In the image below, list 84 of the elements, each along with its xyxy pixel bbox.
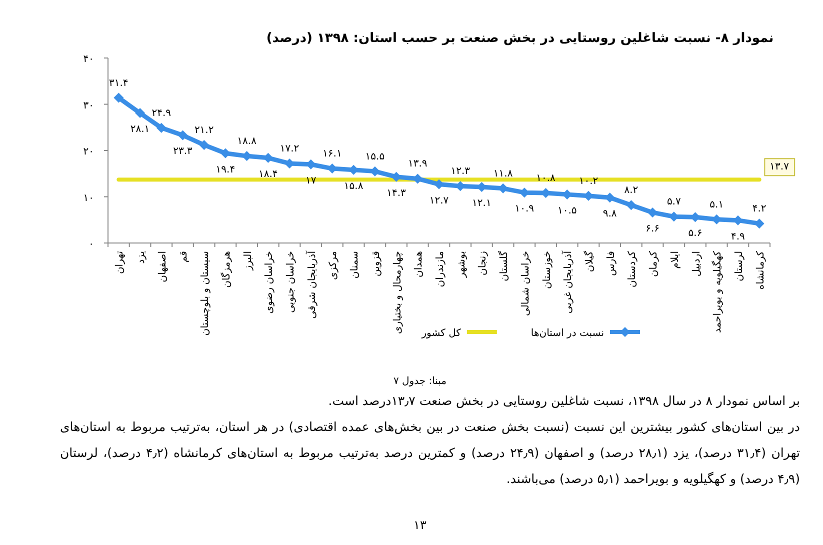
y-tick-label: ۱۰: [83, 192, 94, 204]
x-tick-label: تهران: [114, 250, 126, 274]
data-label: ۱۰.۵: [557, 205, 577, 216]
y-tick-label: ۴۰: [83, 54, 94, 65]
x-tick-label: همدان: [414, 251, 425, 278]
data-label: ۱۱.۸: [493, 168, 514, 180]
x-tick-label: کهگیلویه و بویراحمد: [712, 250, 724, 333]
data-label: ۶.۶: [646, 223, 660, 234]
y-tick-label: ۳۰: [83, 100, 94, 112]
data-label: ۱۶.۱: [322, 148, 342, 160]
data-label: ۱۲.۷: [429, 195, 450, 206]
x-tick-label: فارس: [606, 250, 617, 276]
data-label: ۹.۸: [602, 208, 618, 220]
data-label: ۱۹.۴: [216, 164, 236, 176]
point: [156, 122, 166, 133]
data-label: ۴.۲: [752, 204, 766, 215]
x-tick-label: بوشهر: [456, 251, 468, 278]
x-tick-label: کرمان: [648, 250, 660, 278]
data-label: ۲۱.۲: [194, 124, 214, 136]
data-label: ۴.۹: [731, 231, 745, 242]
data-label: ۳۱.۴: [109, 78, 128, 89]
x-tick-label: ایلام: [670, 251, 681, 269]
data-label: ۲۴.۹: [152, 108, 172, 119]
x-tick-label: اردبیل: [691, 251, 702, 276]
point: [114, 92, 124, 103]
data-label: ۱۲.۳: [450, 166, 471, 178]
text: مبنا: جدول ۷: [393, 376, 447, 387]
x-tick-label: چهارمحال و بختیاری: [392, 251, 404, 334]
x-tick-label: سیستان و بلوچستان: [200, 251, 212, 336]
point: [135, 108, 146, 118]
x-tick-label: مرکزی: [328, 251, 340, 280]
point: [498, 183, 508, 194]
data-label: ۱۲.۱: [472, 198, 492, 210]
x-tick-label: خراسان جنوبی: [286, 251, 297, 313]
legend-label: نسبت در استان‌ها: [530, 328, 604, 339]
annotation: ۱۳.۷: [764, 158, 796, 176]
x-tick-label: خراسان شمالی: [520, 251, 532, 316]
x-tick-label: آذربایجان شرقی: [304, 250, 318, 319]
data-label: ۱۸.۸: [237, 136, 258, 148]
data-label: ۵.۱: [710, 199, 724, 210]
legend-label: کل کشور: [420, 328, 462, 339]
point: [199, 140, 210, 150]
x-tick-label: گیلان: [583, 250, 596, 272]
x-tick-label: لرستان: [734, 251, 745, 282]
x-tick-label: یزد: [136, 250, 148, 264]
point: [263, 152, 274, 163]
text: در بین استان‌های کشور بیشترین این نسبت (نسبت بخش صنعت در بین بخش‌های عمده اقتصادی) در هر استان، به‌ترتیب مربوط به استان‌های تهران (۳۱٫۴ درصد)، یزد (۲۸٫۱ درصد) و اصفهان (۲۴٫۹ درصد) و کمترین درصد به‌ترتیب مربوط به استان‌های کرمانشاه (۴٫۲ درصد)، لرستان (۴٫۹ درصد) و کهگیلویه و بویراحمد (۵٫۱ درصد) می‌باشند.: [60, 418, 800, 488]
data-label: ۱۵.۸: [344, 180, 364, 192]
y-tick-label: ۲۰: [83, 146, 94, 158]
x-tick-label: البرز: [242, 251, 254, 272]
x-tick-label: سمنان: [350, 251, 361, 279]
x-tick-label: کردستان: [627, 250, 638, 288]
x-tick-label: آذربایجان غربی: [561, 250, 574, 314]
text: بر اساس نمودار ۸ در سال ۱۳۹۸، نسبت شاغلین روستایی در بخش صنعت ۱۳٫۷درصد است.: [327, 392, 800, 410]
x-tick-label: خوزستان: [542, 251, 553, 289]
data-label: ۱۳.۹: [408, 158, 428, 170]
x-tick-label: قزوین: [370, 250, 382, 277]
x-tick-label: اصفهان: [157, 251, 168, 282]
data-label: ۸.۲: [624, 185, 638, 196]
annotation: ۱۳.۷: [770, 162, 790, 173]
text: ۱۳: [412, 517, 428, 534]
data-label: ۱۷.۲: [280, 143, 300, 154]
x-tick-label: زنجان: [478, 250, 489, 276]
data-label: ۱۴.۳: [386, 188, 407, 199]
data-label: ۲۸.۱: [130, 124, 150, 136]
data-label: ۵.۶: [688, 228, 702, 240]
x-tick-label: قم: [178, 250, 190, 262]
x-tick-label: خراسان رضوی: [264, 251, 276, 314]
x-tick-label: گلستان: [498, 250, 510, 282]
point: [626, 200, 636, 210]
point: [178, 130, 188, 140]
data-label: ۵.۷: [666, 196, 682, 208]
point: [220, 148, 230, 158]
data-label: ۱۰.۹: [514, 204, 534, 215]
point: [754, 218, 764, 229]
chart-title: نمودار ۸- نسبت شاغلین روستایی در بخش صنعت بر حسب استان: ۱۳۹۸ (درصد): [266, 31, 774, 46]
data-label: ۱۵.۵: [365, 151, 385, 162]
data-label: ۱۸.۴: [258, 168, 278, 180]
x-tick-label: کرمانشاه: [755, 250, 766, 290]
x-tick-label: هرمزگان: [220, 251, 232, 288]
data-label: ۲۳.۳: [173, 146, 194, 158]
x-tick-label: مازندران: [435, 251, 446, 288]
point: [434, 179, 444, 190]
y-tick-label: ۰: [88, 239, 94, 250]
